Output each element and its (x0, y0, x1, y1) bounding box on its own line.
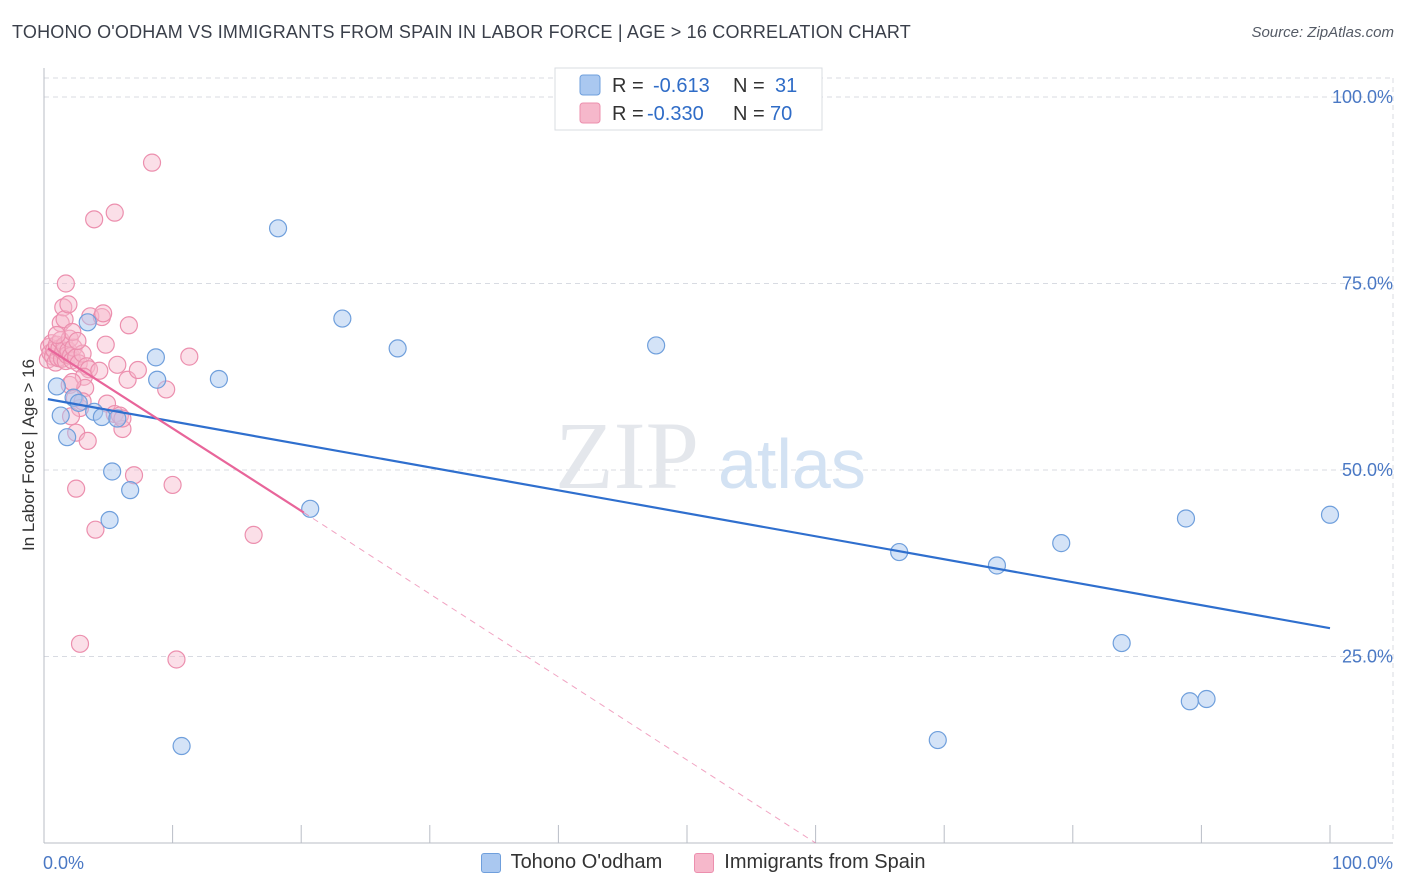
legend-swatch-blue (579, 74, 601, 96)
x-tick-label-min: 0.0% (43, 853, 84, 873)
data-point-immigrants-from-spain (59, 295, 78, 314)
legend-n-label-pink: N = (733, 103, 765, 125)
data-point-immigrants-from-spain (68, 331, 87, 351)
data-point-immigrants-from-spain (67, 479, 86, 498)
data-point-immigrants-from-spain (180, 347, 199, 366)
data-point-immigrants-from-spain (86, 520, 105, 539)
y-tick-label: 75.0% (1342, 274, 1393, 294)
data-point-immigrants-from-spain (63, 372, 82, 392)
data-point-tohono-oodham (47, 377, 66, 396)
data-point-immigrants-from-spain (47, 325, 66, 345)
legend-swatch-pink (579, 102, 601, 124)
data-point-immigrants-from-spain (244, 525, 263, 545)
watermark-zip: ZIP (555, 402, 699, 509)
legend-swatch-immigrants-from-spain (694, 852, 715, 873)
data-point-tohono-oodham (78, 313, 97, 332)
data-point-tohono-oodham (100, 510, 119, 530)
data-point-immigrants-from-spain (105, 203, 124, 222)
data-point-tohono-oodham (1052, 534, 1071, 553)
data-point-immigrants-from-spain (128, 360, 147, 380)
data-point-tohono-oodham (172, 736, 191, 756)
series-legend: Tohono O'odham Immigrants from Spain (0, 851, 1406, 874)
y-tick-label: 50.0% (1342, 460, 1393, 480)
y-tick-label: 25.0% (1342, 647, 1393, 667)
data-point-tohono-oodham (1320, 505, 1340, 524)
data-point-tohono-oodham (146, 348, 165, 367)
y-tick-label: 100.0% (1332, 87, 1393, 107)
legend-label-immigrants-from-spain: Immigrants from Spain (724, 851, 926, 873)
grid-layer (44, 77, 1394, 843)
legend-item-immigrants-from-spain: Immigrants from Spain (694, 851, 925, 874)
data-point-tohono-oodham (121, 481, 140, 500)
data-point-tohono-oodham (1197, 689, 1216, 709)
data-point-tohono-oodham (51, 406, 70, 425)
data-point-immigrants-from-spain (142, 153, 162, 172)
data-point-tohono-oodham (1112, 633, 1131, 653)
series-tohono-oodham (47, 219, 1340, 756)
legend-r-value-pink: -0.330 (647, 103, 704, 125)
watermark: ZIP atlas (555, 402, 866, 509)
data-point-immigrants-from-spain (108, 355, 127, 374)
data-point-tohono-oodham (388, 339, 407, 358)
data-point-tohono-oodham (108, 409, 127, 428)
legend-r-value-blue: -0.613 (653, 75, 710, 97)
correlation-legend: R = -0.613 N = 31 R = -0.330 N = 70 (554, 67, 823, 131)
data-point-immigrants-from-spain (119, 316, 138, 335)
legend-n-value-blue: 31 (775, 75, 797, 97)
legend-r-label-blue: R = (612, 75, 644, 97)
data-point-immigrants-from-spain (56, 274, 75, 293)
data-point-tohono-oodham (103, 462, 122, 481)
data-point-tohono-oodham (987, 556, 1007, 575)
legend-r-label-pink: R = (612, 103, 644, 125)
data-point-tohono-oodham (1176, 509, 1196, 528)
data-point-immigrants-from-spain (163, 475, 182, 495)
data-point-immigrants-from-spain (85, 210, 104, 229)
data-point-immigrants-from-spain (90, 361, 109, 380)
legend-n-label-blue: N = (733, 75, 765, 97)
watermark-atlas: atlas (718, 425, 866, 503)
legend-item-tohono-oodham: Tohono O'odham (480, 851, 663, 874)
data-point-immigrants-from-spain (124, 466, 144, 485)
data-point-tohono-oodham (268, 219, 288, 238)
data-point-immigrants-from-spain (78, 431, 97, 451)
data-point-tohono-oodham (647, 336, 666, 355)
data-point-immigrants-from-spain (63, 322, 82, 342)
data-point-tohono-oodham (333, 309, 352, 328)
source-credit: Source: ZipAtlas.com (1251, 24, 1394, 41)
data-point-immigrants-from-spain (70, 634, 90, 653)
data-point-immigrants-from-spain (94, 304, 113, 323)
trend-extension-immigrants-from-spain (303, 512, 816, 844)
legend-label-tohono-oodham: Tohono O'odham (510, 851, 663, 873)
y-axis-title: In Labor Force | Age > 16 (19, 359, 38, 551)
chart-title: TOHONO O'ODHAM VS IMMIGRANTS FROM SPAIN … (12, 22, 912, 42)
data-point-tohono-oodham (209, 369, 228, 389)
series-immigrants-from-spain (38, 153, 263, 669)
trend-line-immigrants-from-spain (47, 347, 305, 514)
legend-n-value-pink: 70 (770, 103, 792, 125)
trend-layer (47, 347, 1331, 844)
data-point-tohono-oodham (301, 499, 320, 518)
axis-layer: 25.0% 50.0% 75.0% 100.0% (43, 68, 1393, 844)
data-point-immigrants-from-spain (167, 650, 186, 669)
data-point-tohono-oodham (92, 407, 111, 427)
data-point-immigrants-from-spain (96, 335, 115, 354)
data-point-tohono-oodham (928, 730, 947, 750)
legend-swatch-tohono-oodham (480, 852, 501, 873)
trend-line-tohono-oodham (47, 398, 1331, 630)
data-point-tohono-oodham (58, 428, 77, 447)
x-tick-label-max: 100.0% (1332, 853, 1393, 873)
data-point-tohono-oodham (1180, 692, 1199, 711)
data-point-tohono-oodham (148, 370, 167, 389)
